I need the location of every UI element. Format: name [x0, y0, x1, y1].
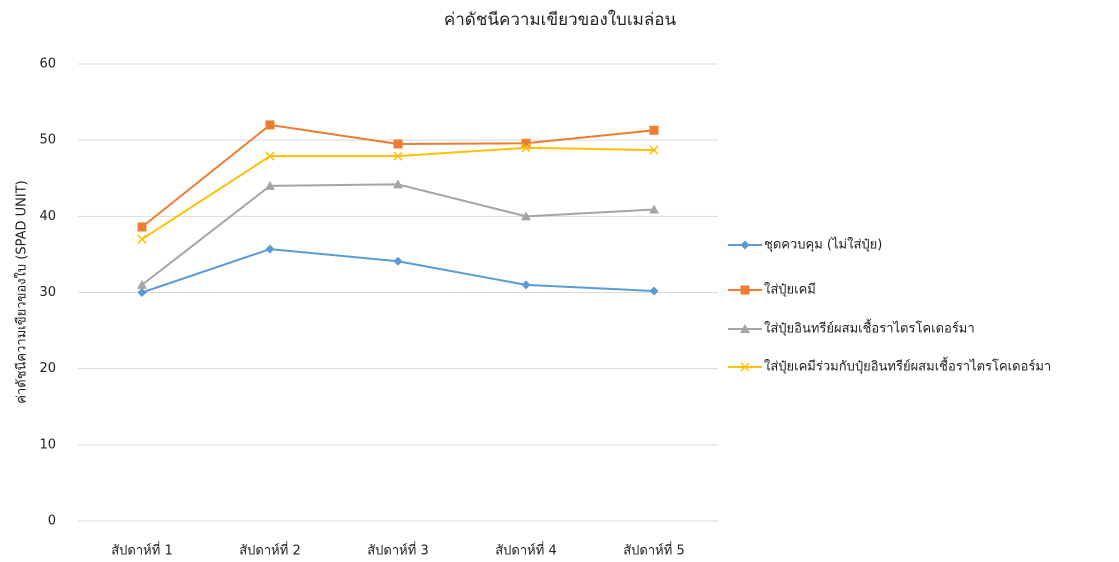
marker — [740, 324, 750, 333]
legend-label: ชุดควบคุม (ไม่ใส่ปุ๋ย) — [764, 237, 882, 253]
marker — [265, 244, 275, 254]
marker — [649, 145, 659, 155]
y-tick-label: 40 — [39, 209, 56, 224]
y-tick-label: 0 — [48, 514, 56, 529]
marker — [521, 280, 531, 290]
marker — [740, 285, 750, 295]
marker — [521, 211, 531, 221]
marker — [649, 204, 659, 214]
marker — [521, 138, 531, 148]
series-line — [141, 248, 655, 294]
legend-label: ใส่ปุ๋ยอินทรีย์ผสมเชื้อราไตรโคเดอร์มา — [764, 319, 975, 337]
y-axis-label: ค่าดัชนีความเขียวของใบ (SPAD UNIT) — [14, 180, 30, 404]
marker — [137, 279, 147, 289]
marker — [393, 179, 403, 189]
marker — [521, 143, 531, 153]
x-tick-label: สัปดาห์ที่ 1 — [111, 542, 172, 559]
marker — [137, 288, 147, 297]
y-tick-label: 60 — [39, 57, 56, 72]
series-line — [141, 183, 655, 286]
x-tick-label: สัปดาห์ที่ 3 — [367, 542, 428, 559]
marker — [740, 362, 750, 372]
x-tick-label: สัปดาห์ที่ 2 — [239, 542, 300, 559]
marker — [393, 151, 403, 161]
marker — [137, 234, 147, 244]
marker — [265, 180, 275, 190]
marker — [265, 120, 275, 130]
y-tick-label: 30 — [39, 285, 56, 300]
x-tick-label: สัปดาห์ที่ 4 — [495, 542, 556, 559]
marker — [649, 125, 659, 135]
y-tick-label: 10 — [39, 437, 56, 452]
chart-title: ค่าดัชนีความเขียวของใบเมล่อน — [444, 9, 677, 30]
marker — [393, 256, 403, 266]
legend-label: ใส่ปุ๋ยเคมีร่วมกับปุ๋ยอินทรีย์ผสมเชื้อรา… — [764, 357, 1051, 375]
marker — [393, 139, 403, 149]
legend-label: ใส่ปุ๋ยเคมี — [764, 282, 816, 298]
y-tick-label: 50 — [39, 133, 56, 148]
y-tick-label: 20 — [39, 361, 56, 376]
marker — [265, 151, 275, 161]
marker — [740, 240, 750, 250]
marker — [137, 222, 147, 232]
x-tick-label: สัปดาห์ที่ 5 — [623, 542, 684, 559]
marker — [649, 286, 659, 296]
